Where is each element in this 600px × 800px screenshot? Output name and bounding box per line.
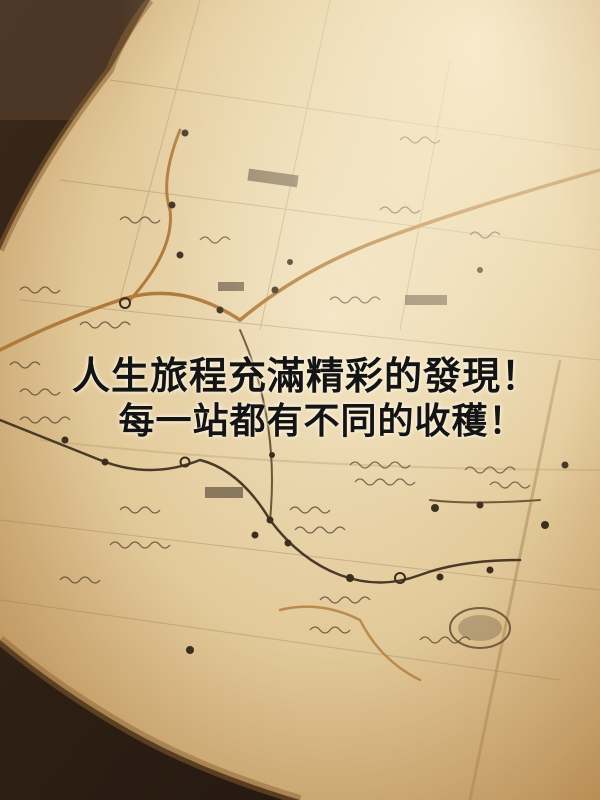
caption-line-1: 人生旅程充滿精彩的發現！	[71, 354, 540, 398]
caption-line-2: 每一站都有不同的收穫！	[118, 401, 526, 442]
